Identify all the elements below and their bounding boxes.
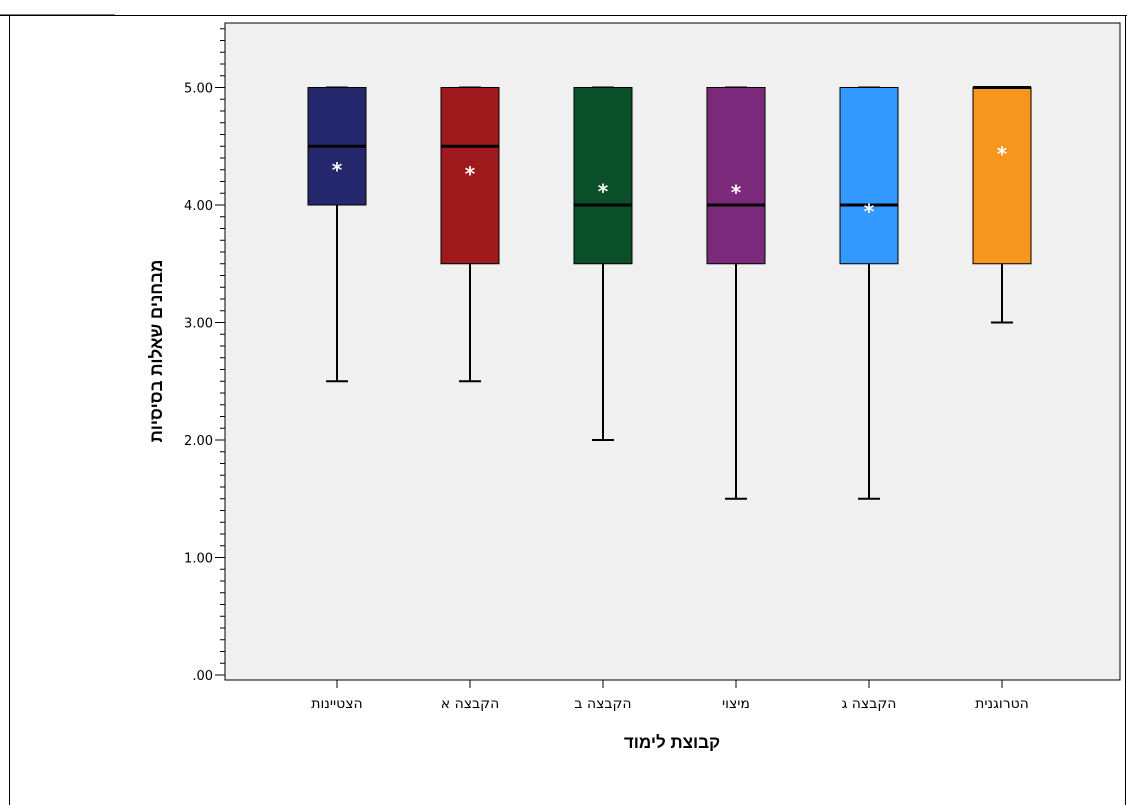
y-tick-label: 1.00 [184, 552, 213, 567]
x-tick-label: הקבצה ג [842, 696, 897, 712]
x-tick-label: הקבצה ב [574, 696, 631, 712]
box-group: * [972, 86, 1032, 324]
x-tick-label: הטרוגנית [975, 696, 1029, 712]
y-tick-label: .00 [192, 669, 213, 684]
y-axis-title: מבחנים שאלות בסיסיות [147, 260, 166, 443]
box-group: * [307, 86, 367, 383]
box-group: * [839, 86, 899, 500]
mean-marker: * [465, 162, 476, 186]
box-group: * [706, 86, 766, 500]
box-group: * [573, 86, 633, 441]
x-axis-title: קבוצת לימוד [624, 733, 720, 752]
mean-marker: * [997, 142, 1008, 166]
x-tick-label: הקבצה א [441, 696, 499, 712]
y-tick-label: 4.00 [184, 199, 213, 214]
box-iqr [706, 87, 766, 265]
box-group: * [440, 86, 500, 383]
box-iqr [839, 87, 899, 265]
mean-marker: * [731, 181, 742, 205]
y-axis: .00 1.00 2.00 3.00 4.00 5.00 [184, 23, 226, 684]
box-iqr [972, 87, 1032, 265]
x-tick-label: הצטיינות [311, 696, 362, 712]
box-iqr [440, 87, 500, 265]
plot-area [224, 22, 1121, 681]
y-tick-label: 3.00 [184, 317, 213, 332]
x-axis: הצטיינות הקבצה א הקבצה ב מיצוי הקבצה ג הטרוגנ… [311, 680, 1029, 712]
y-tick-label: 2.00 [184, 434, 213, 449]
y-tick-label: 5.00 [184, 82, 213, 97]
mean-marker: * [598, 179, 609, 203]
box-plots: * * * * * * [307, 86, 1032, 500]
mean-marker: * [332, 158, 343, 182]
box-iqr [573, 87, 633, 265]
mean-marker: * [864, 199, 875, 223]
x-tick-label: מיצוי [722, 696, 750, 712]
